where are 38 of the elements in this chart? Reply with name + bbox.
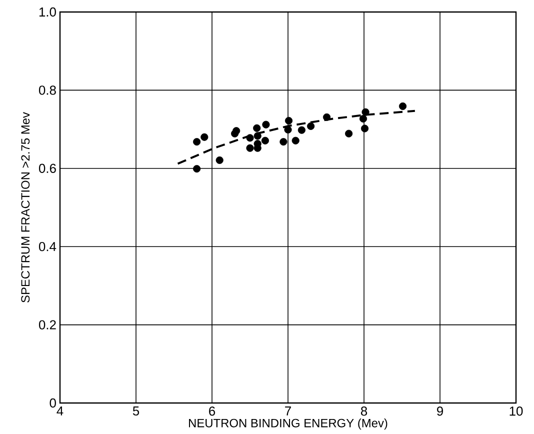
point	[284, 126, 292, 134]
point	[193, 165, 201, 173]
point	[246, 134, 254, 142]
point	[280, 138, 288, 146]
point	[254, 132, 262, 140]
y-tick-label: 0.4	[38, 242, 56, 252]
point	[193, 138, 201, 146]
x-tick-label: 8	[360, 406, 368, 416]
y-tick-label: 0.6	[38, 164, 56, 173]
point	[246, 144, 254, 152]
point	[261, 136, 269, 144]
point	[307, 122, 315, 130]
point	[359, 114, 368, 123]
point	[398, 102, 407, 110]
point	[292, 136, 300, 144]
point	[322, 113, 331, 121]
point	[262, 120, 270, 128]
x-tick-label: 7	[285, 406, 291, 416]
point	[232, 127, 240, 135]
point	[253, 124, 261, 132]
y-axis-title: SPECTRUM FRACTION >2.75 Mev	[21, 112, 30, 302]
point	[345, 130, 353, 138]
point	[360, 124, 369, 132]
x-tick-label: 6	[209, 406, 216, 416]
y-tick-label: 0.2	[38, 320, 56, 330]
x-tick-label: 9	[437, 406, 443, 416]
x-tick-label: 4	[56, 406, 64, 416]
point	[362, 108, 370, 116]
point	[216, 156, 224, 164]
x-axis-title: NEUTRON BINDING ENERGY (Mev)	[189, 418, 388, 430]
x-tick-label: 10	[510, 406, 523, 416]
point	[298, 126, 306, 134]
y-tick-label: 0	[50, 398, 56, 408]
point	[200, 133, 208, 141]
y-tick-label: 0.8	[38, 86, 56, 95]
x-tick-label: 5	[132, 406, 140, 416]
y-tick-label: 1.0	[39, 7, 56, 17]
point	[284, 116, 293, 124]
